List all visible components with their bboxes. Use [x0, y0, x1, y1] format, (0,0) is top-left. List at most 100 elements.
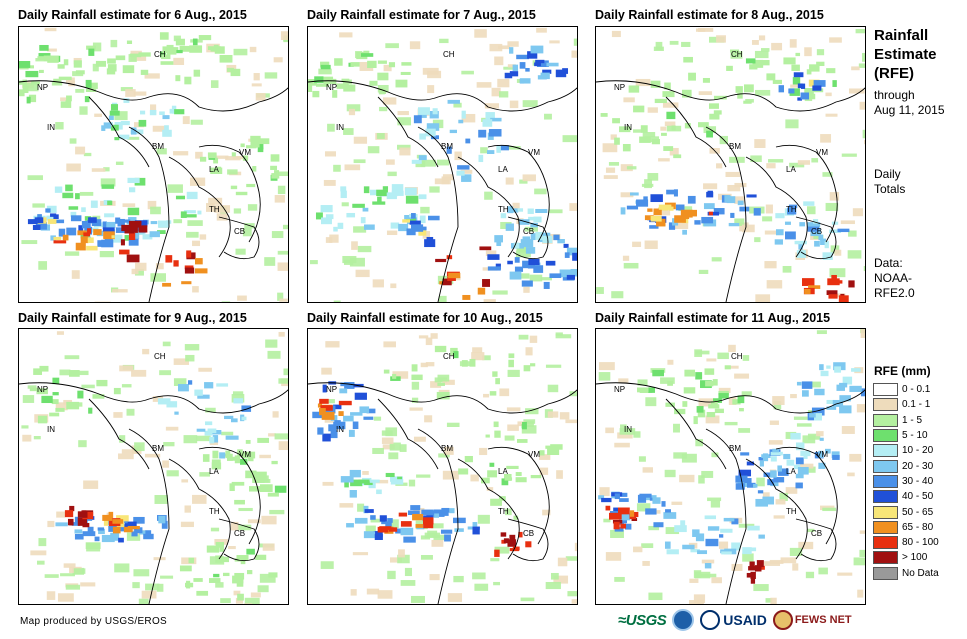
rain-cell: [308, 85, 313, 93]
rain-cell: [535, 208, 548, 214]
sidebar-data-source: Data: NOAA- RFE2.0: [874, 256, 915, 301]
rain-cell: [789, 88, 800, 96]
sidebar-title-line1: Rainfall: [874, 27, 929, 44]
rain-cell: [602, 143, 618, 153]
rain-cell: [103, 519, 109, 526]
rain-cell: [852, 208, 864, 217]
rain-cell: [517, 421, 526, 427]
rain-cell: [573, 38, 577, 46]
rain-cell: [756, 560, 764, 568]
rain-cell: [493, 421, 499, 428]
rain-cell: [357, 503, 365, 512]
rain-cell: [754, 50, 769, 59]
rain-cell: [351, 241, 358, 250]
rain-cell: [633, 105, 645, 113]
rain-cell: [529, 335, 538, 343]
rain-cell: [320, 405, 333, 411]
rain-cell: [496, 145, 501, 153]
rain-cell: [395, 79, 408, 88]
rain-cell: [71, 270, 80, 279]
rain-cell: [661, 501, 666, 507]
rain-cell: [494, 430, 501, 438]
rain-cell: [161, 520, 168, 529]
rain-cell: [208, 197, 223, 205]
country-label-ch: CH: [443, 352, 455, 361]
rain-cell: [410, 224, 424, 232]
rain-cell: [726, 65, 733, 71]
rain-cell: [265, 339, 278, 348]
rain-cell: [209, 436, 215, 444]
noaa-logo: [672, 609, 695, 631]
rain-cell: [278, 378, 288, 384]
rain-cell: [197, 210, 202, 215]
country-border: [665, 398, 727, 470]
rain-cell: [509, 534, 516, 543]
rain-cell: [184, 265, 194, 270]
country-label-np: NP: [37, 385, 48, 394]
country-border: [745, 156, 808, 258]
rain-cell: [338, 400, 352, 406]
rain-cell: [344, 482, 349, 488]
rain-cell: [142, 348, 150, 355]
rain-cell: [449, 129, 457, 134]
rain-cell: [49, 412, 60, 417]
rain-cell: [376, 133, 385, 139]
rain-cell: [694, 571, 711, 579]
rain-cell: [650, 194, 663, 203]
rain-cell: [856, 404, 865, 413]
rain-cell: [651, 138, 660, 145]
rain-cell: [669, 40, 679, 45]
rain-cell: [419, 215, 426, 224]
usaid-seal-icon: [700, 610, 721, 630]
rain-cell: [454, 151, 462, 161]
rain-cell: [147, 200, 157, 210]
rain-cell: [411, 381, 420, 390]
rain-cell: [397, 117, 411, 126]
rain-cell: [115, 227, 126, 233]
rain-cell: [614, 442, 630, 448]
rain-cell: [116, 521, 125, 528]
rain-cell: [424, 415, 433, 423]
sidebar-totals: Daily Totals: [874, 167, 905, 197]
rain-cell: [804, 88, 814, 95]
credit-text: Map produced by USGS/EROS: [20, 616, 168, 627]
rain-cell: [138, 598, 149, 604]
rain-cell: [38, 261, 48, 270]
rain-cell: [271, 231, 284, 239]
rainfall-map-2: CH NP IN BM LA VM TH CB: [307, 26, 578, 303]
rain-cell: [318, 68, 332, 75]
rainfall-map-1: CH NP IN BM LA VM TH CB: [18, 26, 289, 303]
rain-cell: [173, 49, 183, 54]
rain-cell: [461, 110, 466, 119]
rain-cell: [183, 210, 196, 214]
rain-cell: [424, 239, 436, 248]
rain-cell: [841, 153, 857, 157]
rain-cell: [605, 505, 611, 511]
rain-cell: [773, 515, 785, 519]
rain-cell: [400, 527, 414, 536]
rain-cell: [504, 435, 515, 441]
rain-cell: [523, 421, 534, 428]
rain-cell: [724, 421, 738, 426]
rain-cell: [517, 208, 524, 212]
rain-cell: [125, 89, 136, 97]
rain-cell: [472, 572, 486, 580]
rain-cell: [173, 57, 185, 65]
rain-cell: [430, 333, 438, 339]
rain-cell: [80, 236, 89, 244]
rain-cell: [369, 479, 380, 483]
rain-cell: [472, 526, 480, 535]
rain-cell: [698, 122, 709, 128]
rain-cell: [75, 193, 80, 200]
rain-cell: [205, 203, 215, 212]
rain-cell: [180, 211, 187, 218]
rain-cell: [350, 412, 363, 416]
rain-cell: [28, 94, 37, 103]
rain-cell: [787, 207, 797, 215]
rain-cell: [79, 106, 88, 115]
rain-cell: [831, 451, 840, 459]
rain-cell: [458, 468, 469, 475]
rain-cell: [754, 139, 766, 148]
rain-cell: [363, 186, 370, 194]
rain-cell: [100, 178, 116, 187]
